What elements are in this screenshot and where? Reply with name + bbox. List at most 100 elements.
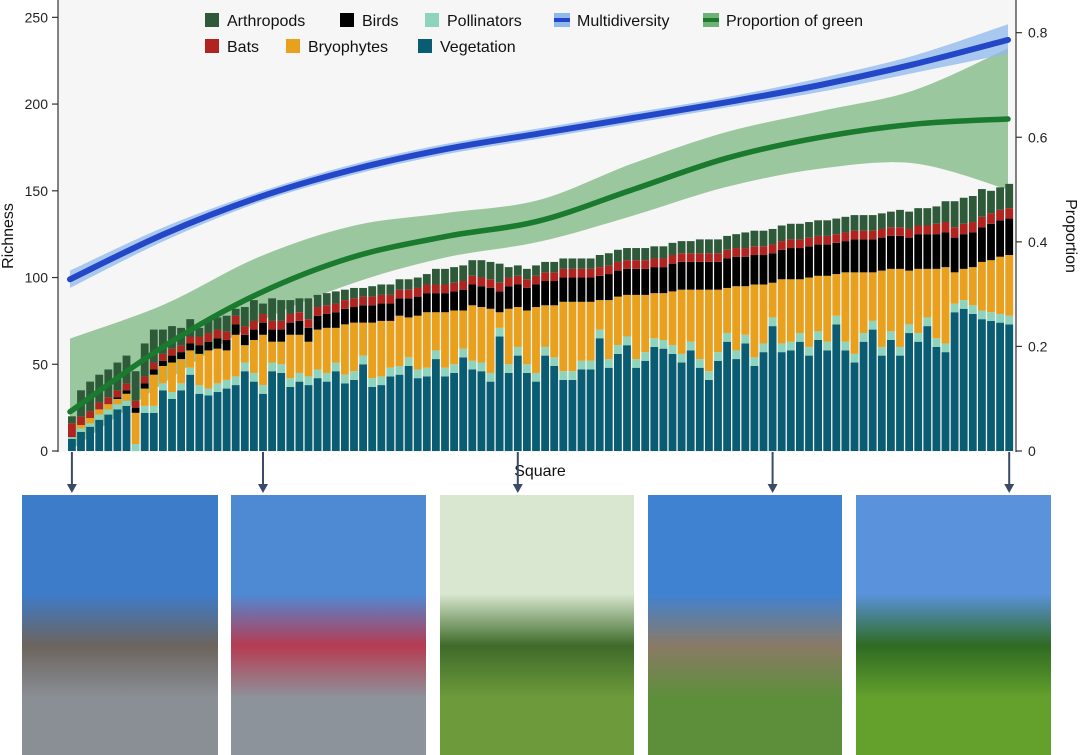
bar-segment-birds <box>850 239 859 273</box>
bar-segment-pollinators <box>359 355 367 365</box>
bar-segment-bats <box>68 423 76 438</box>
bar-segment-bats <box>541 272 549 281</box>
bar-segment-pollinators <box>741 334 750 344</box>
bar-segment-bats <box>450 282 458 292</box>
bar-segment-vegetation <box>104 414 113 451</box>
bar-square-77 <box>759 230 768 451</box>
bar-segment-birds <box>614 270 622 297</box>
bar-segment-bryophytes <box>814 275 822 332</box>
arrow-head-2 <box>258 484 268 493</box>
bar-segment-vegetation <box>732 359 741 451</box>
y2-tick-label-2: 0.4 <box>1028 234 1048 250</box>
bar-square-43 <box>450 267 458 451</box>
bar-segment-arthropods <box>468 260 477 276</box>
bar-segment-vegetation <box>459 357 468 451</box>
bar-segment-bats <box>504 277 513 287</box>
bar-segment-bryophytes <box>623 294 631 337</box>
bar-square-40 <box>422 274 431 451</box>
bar-segment-birds <box>786 248 795 280</box>
bar-square-10 <box>149 329 158 451</box>
bar-segment-bats <box>368 296 377 306</box>
bar-segment-birds <box>577 277 586 302</box>
bar-segment-arthropods <box>404 279 413 290</box>
bar-segment-arthropods <box>796 223 804 240</box>
bar-segment-bryophytes <box>504 308 513 365</box>
bar-segment-bryophytes <box>122 393 131 401</box>
bar-segment-bats <box>422 284 431 294</box>
bar-segment-birds <box>350 307 358 323</box>
bar-segment-bats <box>122 383 131 391</box>
bar-segment-arthropods <box>350 287 358 299</box>
bar-segment-bryophytes <box>832 274 841 316</box>
bar-segment-arthropods <box>204 319 213 334</box>
bar-segment-pollinators <box>959 300 968 309</box>
bar-segment-vegetation <box>77 431 85 451</box>
bar-segment-birds <box>668 263 677 292</box>
bar-square-81 <box>796 223 804 451</box>
bar-segment-vegetation <box>122 405 131 451</box>
bar-square-17 <box>213 317 222 451</box>
bar-segment-bats <box>377 294 386 304</box>
bar-segment-vegetation <box>959 308 968 451</box>
bar-segment-pollinators <box>322 372 331 382</box>
bar-segment-vegetation <box>823 350 832 451</box>
bar-segment-bats <box>359 296 367 306</box>
bar-segment-bryophytes <box>377 320 386 377</box>
bar-segment-bats <box>695 253 704 262</box>
bar-segment-bryophytes <box>404 317 413 358</box>
bar-segment-vegetation <box>477 371 486 451</box>
bar-segment-birds <box>741 256 750 287</box>
bar-segment-birds <box>322 313 331 328</box>
bar-segment-arthropods <box>450 267 458 283</box>
bar-segment-vegetation <box>832 324 841 451</box>
bar-segment-birds <box>905 237 913 271</box>
y-axis-title: Richness <box>0 203 17 269</box>
bar-square-14 <box>186 319 195 451</box>
legend-item-pollinators: Pollinators <box>425 13 522 30</box>
bar-segment-arthropods <box>632 248 640 261</box>
bar-segment-bats <box>777 241 786 250</box>
bar-segment-birds <box>641 268 650 295</box>
bar-segment-birds <box>632 268 640 295</box>
bar-segment-arthropods <box>377 284 386 295</box>
legend-swatch <box>340 13 354 27</box>
bar-segment-pollinators <box>714 352 722 361</box>
bar-segment-bats <box>432 284 440 294</box>
bar-segment-pollinators <box>104 409 113 415</box>
bar-segment-bryophytes <box>450 310 458 365</box>
bar-segment-bats <box>404 289 413 299</box>
bar-segment-pollinators <box>259 385 267 394</box>
bar-segment-bryophytes <box>695 289 704 360</box>
bar-square-39 <box>413 277 422 451</box>
bar-square-58 <box>586 258 595 451</box>
bar-segment-bryophytes <box>204 350 213 389</box>
bar-segment-pollinators <box>577 360 586 370</box>
bar-segment-vegetation <box>932 346 941 451</box>
bar-segment-bryophytes <box>559 301 568 372</box>
bar-segment-bats <box>177 345 185 353</box>
bar-segment-arthropods <box>395 279 404 290</box>
bar-square-38 <box>404 279 413 451</box>
bar-square-90 <box>877 213 886 451</box>
bar-segment-vegetation <box>550 366 559 451</box>
bar-segment-pollinators <box>650 338 659 347</box>
bar-segment-pollinators <box>604 359 613 368</box>
bar-segment-vegetation <box>404 366 413 451</box>
bar-segment-bryophytes <box>159 366 167 384</box>
bar-segment-arthropods <box>595 254 604 268</box>
bar-segment-birds <box>914 234 923 269</box>
bar-segment-vegetation <box>905 333 913 451</box>
bar-segment-arthropods <box>932 206 941 224</box>
y-tick-label-250: 250 <box>25 9 49 25</box>
bar-segment-arthropods <box>240 307 249 327</box>
bar-segment-birds <box>149 369 158 375</box>
bar-segment-vegetation <box>341 383 349 451</box>
bar-segment-pollinators <box>168 392 176 399</box>
bar-segment-pollinators <box>204 388 213 396</box>
bar-segment-pollinators <box>304 376 313 386</box>
bar-segment-birds <box>131 407 140 413</box>
bar-segment-pollinators <box>450 364 458 373</box>
bar-segment-vegetation <box>277 372 286 451</box>
bar-segment-bats <box>240 326 249 335</box>
bar-square-86 <box>841 216 850 451</box>
